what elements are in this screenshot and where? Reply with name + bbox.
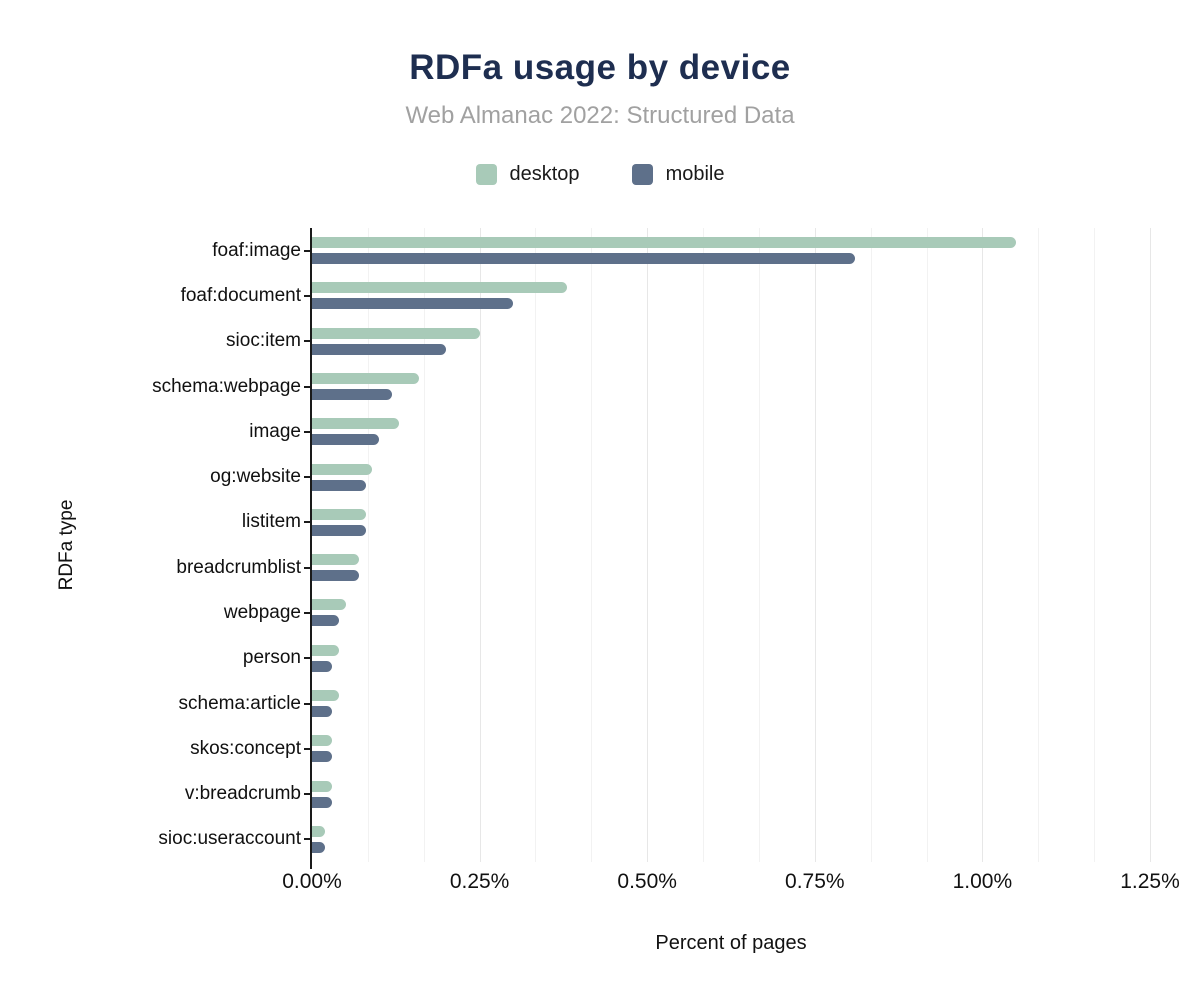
- x-tick-label: 0.75%: [785, 870, 845, 893]
- legend-label-desktop: desktop: [509, 163, 580, 185]
- category-label: foaf:document: [180, 284, 301, 306]
- bar-mobile: [312, 796, 333, 808]
- legend-label-mobile: mobile: [665, 163, 725, 185]
- minor-gridline: [1038, 228, 1040, 862]
- x-tick-label: 0.00%: [282, 870, 342, 893]
- category-tick: [304, 249, 310, 252]
- bar-mobile: [312, 751, 333, 763]
- major-gridline: [479, 228, 481, 862]
- minor-gridline: [926, 228, 928, 862]
- bar-desktop: [312, 463, 373, 475]
- category-label: webpage: [223, 601, 301, 623]
- bar-mobile: [312, 524, 366, 536]
- category-tick: [304, 476, 310, 479]
- minor-gridline: [1094, 228, 1096, 862]
- bar-mobile: [312, 434, 380, 446]
- category-tick: [304, 702, 310, 705]
- bar-desktop: [312, 508, 366, 520]
- major-gridline: [1150, 228, 1151, 862]
- major-gridline: [647, 228, 649, 862]
- bar-mobile: [312, 253, 856, 265]
- minor-gridline: [758, 228, 760, 862]
- minor-gridline: [423, 228, 425, 862]
- bar-mobile: [312, 706, 333, 717]
- y-axis-line: [310, 228, 312, 869]
- bar-desktop: [312, 554, 359, 566]
- minor-gridline: [870, 228, 872, 862]
- x-tick-label: 1.25%: [1120, 870, 1180, 893]
- category-label: sioc:useraccount: [158, 828, 301, 850]
- category-tick: [304, 793, 310, 796]
- category-tick: [304, 747, 310, 750]
- bar-mobile: [312, 660, 333, 672]
- bar-desktop: [312, 373, 420, 384]
- x-tick-label: 1.00%: [952, 870, 1013, 893]
- bar-mobile: [312, 615, 339, 627]
- category-label: sioc:item: [226, 330, 301, 352]
- legend: desktop mobile: [0, 163, 1200, 186]
- bar-mobile: [312, 389, 393, 400]
- category-label: foaf:image: [212, 239, 301, 261]
- category-tick: [304, 294, 310, 297]
- x-tick-label: 0.25%: [449, 870, 510, 893]
- category-label: listitem: [241, 511, 301, 533]
- category-label: v:breadcrumb: [184, 783, 301, 805]
- bar-mobile: [312, 570, 359, 582]
- bar-desktop: [312, 644, 339, 656]
- bar-mobile: [312, 298, 514, 310]
- minor-gridline: [367, 228, 369, 862]
- legend-item-mobile: mobile: [631, 163, 725, 186]
- x-tick-label: 0.50%: [617, 870, 677, 893]
- category-tick: [304, 838, 310, 841]
- category-label: breadcrumblist: [176, 556, 301, 578]
- category-label: schema:article: [178, 692, 302, 714]
- category-tick: [304, 385, 310, 388]
- bar-mobile: [312, 343, 447, 355]
- category-label: skos:concept: [190, 737, 301, 759]
- minor-gridline: [591, 228, 593, 862]
- category-label: person: [242, 647, 301, 669]
- bar-desktop: [312, 825, 326, 837]
- minor-gridline: [535, 228, 537, 862]
- chart-subtitle: Web Almanac 2022: Structured Data: [405, 102, 795, 129]
- major-gridline: [814, 228, 816, 862]
- bar-desktop: [312, 327, 480, 339]
- bar-desktop: [312, 780, 333, 792]
- x-axis-title: Percent of pages: [655, 932, 807, 954]
- bar-desktop: [312, 237, 1016, 249]
- bar-desktop: [312, 735, 333, 747]
- category-label: image: [249, 420, 301, 442]
- category-tick: [304, 340, 310, 343]
- bar-mobile: [312, 479, 366, 491]
- desktop-swatch-icon: [475, 164, 497, 185]
- category-tick: [304, 566, 310, 569]
- minor-gridline: [703, 228, 705, 862]
- bar-desktop: [312, 690, 339, 701]
- category-tick: [304, 521, 310, 524]
- mobile-swatch-icon: [631, 164, 653, 185]
- category-label: og:website: [210, 466, 301, 488]
- chart-title: RDFa usage by device: [409, 48, 791, 87]
- category-label: schema:webpage: [152, 375, 301, 397]
- category-tick: [304, 430, 310, 433]
- category-tick: [304, 657, 310, 660]
- bar-desktop: [312, 599, 346, 611]
- category-tick: [304, 611, 310, 614]
- bar-mobile: [312, 841, 326, 853]
- bar-desktop: [312, 282, 567, 294]
- major-gridline: [982, 228, 984, 862]
- bar-desktop: [312, 418, 400, 430]
- legend-item-desktop: desktop: [475, 163, 580, 186]
